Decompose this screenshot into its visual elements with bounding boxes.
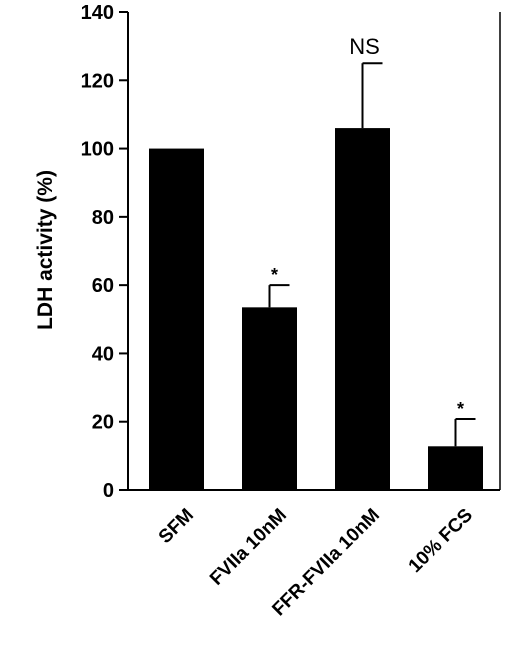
bars — [149, 128, 483, 491]
significance-annotations: * NS * — [271, 34, 464, 419]
significance-annotation: * — [271, 265, 278, 285]
y-tick-label: 60 — [92, 275, 114, 297]
bar — [335, 128, 390, 491]
y-tick-label: 120 — [81, 70, 114, 92]
y-tick-label: 20 — [92, 412, 114, 434]
y-axis-ticks: 0 20 40 60 80 100 120 140 — [81, 2, 128, 502]
bar — [428, 446, 483, 490]
x-category-label: FVIIa 10nM — [206, 505, 291, 590]
y-axis-label: LDH activity (%) — [34, 170, 57, 330]
bar — [149, 148, 204, 491]
y-tick-label: 80 — [92, 207, 114, 229]
y-tick-label: 140 — [81, 2, 114, 24]
significance-annotation: * — [457, 399, 464, 419]
error-bars — [268, 62, 476, 447]
y-tick-label: 100 — [81, 139, 114, 161]
y-tick-label: 0 — [103, 480, 114, 502]
significance-annotation: NS — [349, 34, 380, 59]
x-category-label: 10% FCS — [405, 505, 477, 577]
bar — [242, 307, 297, 490]
y-tick-label: 40 — [92, 343, 114, 365]
x-category-label: SFM — [155, 505, 198, 548]
